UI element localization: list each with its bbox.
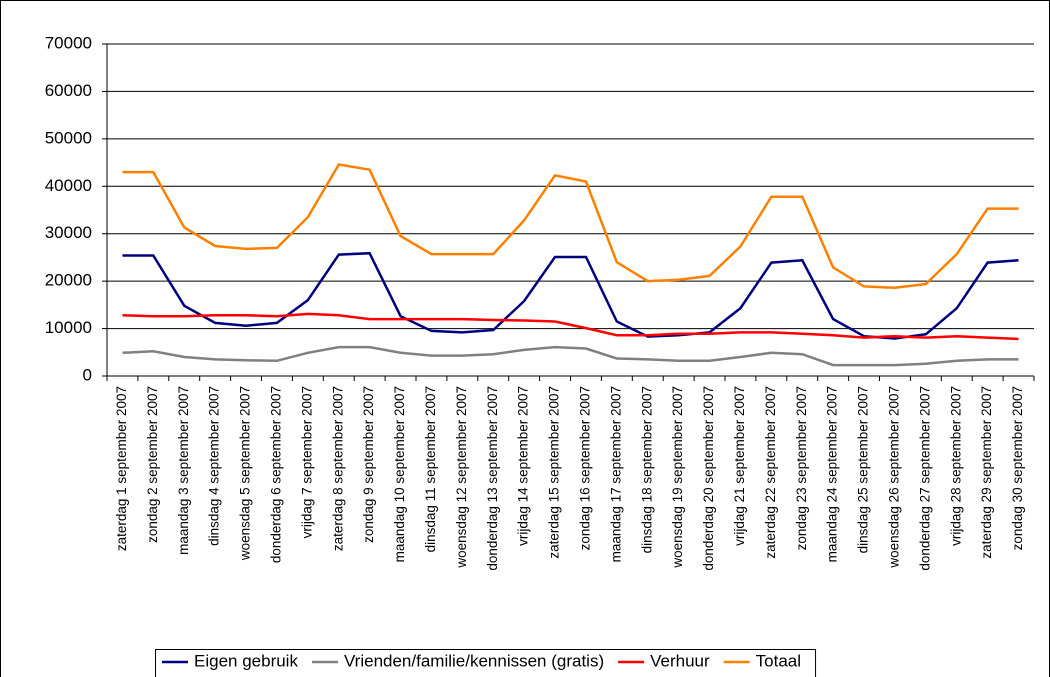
x-tick-label: zaterdag 15 september 2007 [547, 386, 562, 559]
x-tick-label: woensdag 19 september 2007 [670, 386, 685, 569]
x-tick-label: dinsdag 25 september 2007 [856, 386, 871, 553]
x-tick-label: zondag 16 september 2007 [578, 386, 593, 550]
y-tick-label: 40000 [45, 176, 92, 195]
x-tick-label: dinsdag 18 september 2007 [639, 386, 654, 553]
x-tick-label: dinsdag 11 september 2007 [423, 386, 438, 552]
x-tick-label: dinsdag 4 september 2007 [207, 386, 222, 546]
y-tick-label: 0 [83, 365, 92, 384]
x-tick-label: donderdag 27 september 2007 [917, 386, 932, 571]
x-tick-label: vrijdag 14 september 2007 [516, 386, 531, 546]
legend-label: Verhuur [650, 651, 710, 670]
legend-label: Totaal [756, 651, 801, 670]
legend-label: Vrienden/familie/kennissen (gratis) [344, 651, 604, 670]
x-tick-label: zondag 30 september 2007 [1010, 386, 1025, 550]
x-tick-label: zaterdag 1 september 2007 [114, 386, 129, 551]
x-tick-label: maandag 3 september 2007 [176, 386, 191, 555]
x-tick-label: vrijdag 7 september 2007 [299, 386, 314, 538]
legend-label: Eigen gebruik [194, 651, 298, 670]
x-tick-label: zaterdag 29 september 2007 [979, 386, 994, 559]
x-tick-label: maandag 10 september 2007 [392, 386, 407, 562]
x-tick-label: woensdag 12 september 2007 [454, 386, 469, 569]
line-series [122, 163, 1019, 290]
y-tick-label: 30000 [45, 223, 92, 242]
y-tick-label: 60000 [45, 81, 92, 100]
x-tick-label: woensdag 26 september 2007 [887, 386, 902, 569]
x-tick-label: zondag 9 september 2007 [361, 386, 376, 543]
y-tick-label: 10000 [45, 318, 92, 337]
line-series [122, 345, 1019, 367]
x-tick-label: maandag 24 september 2007 [825, 386, 840, 562]
x-tick-label: vrijdag 28 september 2007 [948, 386, 963, 546]
x-tick-label: maandag 17 september 2007 [608, 386, 623, 562]
x-tick-label: donderdag 6 september 2007 [269, 386, 284, 563]
x-tick-label: donderdag 20 september 2007 [701, 386, 716, 571]
x-tick-label: zaterdag 8 september 2007 [330, 386, 345, 551]
legend-box [155, 649, 817, 677]
y-tick-label: 70000 [45, 33, 92, 52]
x-tick-label: donderdag 13 september 2007 [485, 386, 500, 571]
legend: Eigen gebruik Vrienden/familie/kennissen … [155, 649, 817, 677]
line-series [122, 312, 1019, 341]
y-tick-label: 50000 [45, 128, 92, 147]
x-tick-label: zaterdag 22 september 2007 [763, 386, 778, 559]
x-tick-label: woensdag 5 september 2007 [238, 386, 253, 561]
x-tick-label: zondag 23 september 2007 [794, 386, 809, 550]
x-tick-label: vrijdag 21 september 2007 [732, 386, 747, 546]
x-tick-label: zondag 2 september 2007 [145, 386, 160, 543]
y-tick-label: 20000 [45, 271, 92, 290]
